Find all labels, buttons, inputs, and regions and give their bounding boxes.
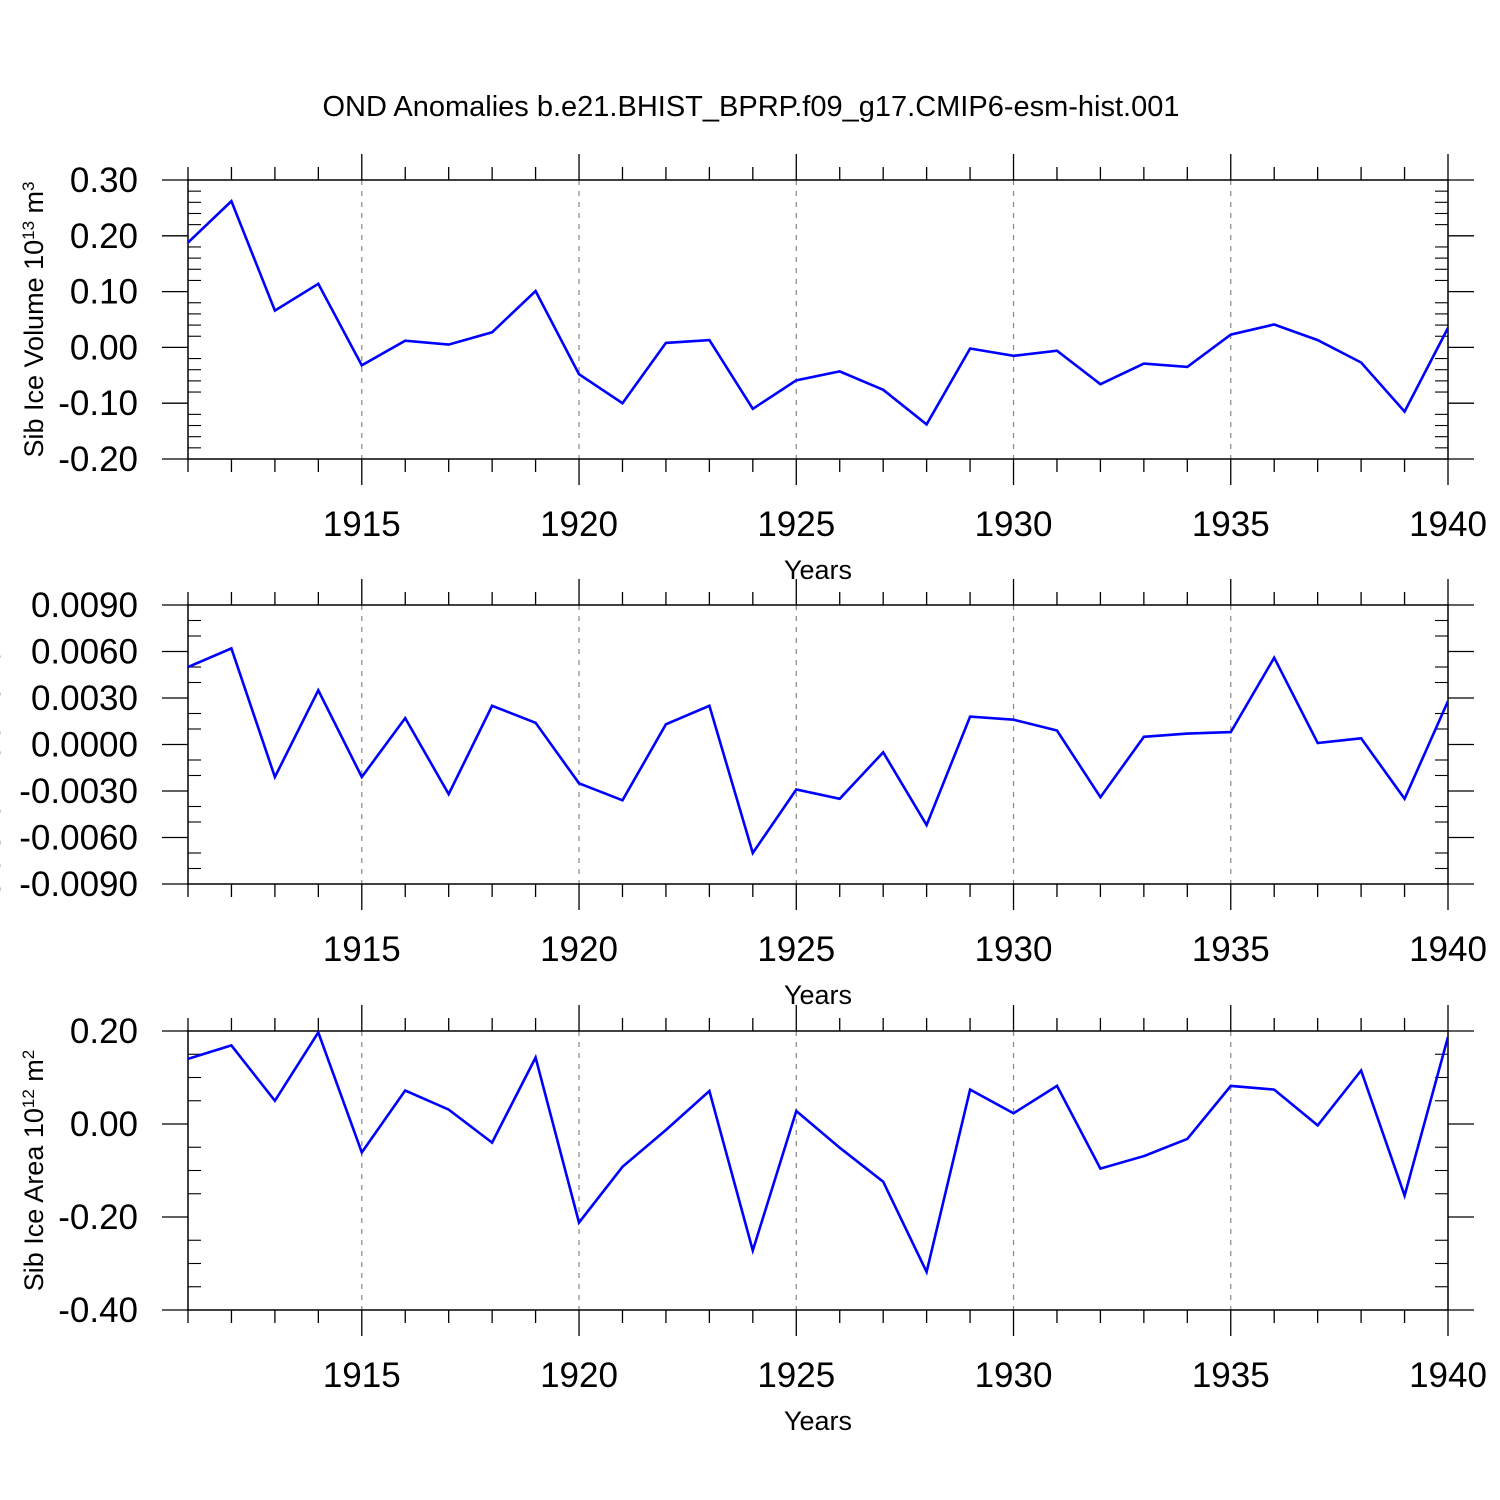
y-tick-label: 0.10 [70, 273, 138, 312]
chart-panels: -0.20 -0.10 0.00 0.10 0.20 0.30 1915 1920 1925 19… [0, 154, 1487, 1436]
x-tick-label: 1920 [540, 505, 618, 544]
y-axis-label: Sib Ice Area 1012 m2 [19, 1050, 50, 1292]
x-tick-label: 1920 [540, 930, 618, 969]
y-tick-label: 0.0090 [31, 586, 138, 625]
x-tick-label: 1915 [323, 930, 401, 969]
tick-label-bg [28, 727, 140, 763]
x-tick-label: 1940 [1409, 1356, 1487, 1395]
series-line [188, 1031, 1448, 1276]
panel-1: -0.20 -0.10 0.00 0.10 0.20 0.30 1915 1920 1925 19… [19, 154, 1487, 585]
x-tick-label: 1925 [757, 930, 835, 969]
x-tick-label: 1925 [757, 1356, 835, 1395]
x-tick-label: 1935 [1192, 1356, 1270, 1395]
y-tick-label: 0.00 [70, 1105, 138, 1144]
x-tick-label: 1915 [323, 505, 401, 544]
tick-label-bg [17, 774, 140, 809]
y-axis-label: Sib Ice Volume 1013 m3 [19, 181, 50, 457]
y-tick-label: 0.20 [70, 217, 138, 256]
x-axis-label: Years [784, 980, 852, 1010]
x-tick-label: 1930 [975, 505, 1053, 544]
panel-3: -0.40 -0.20 0.00 0.20 1915 1920 1925 1930 1935 19… [19, 1005, 1487, 1436]
x-tick-label: 1925 [757, 505, 835, 544]
tick-label-bg [28, 681, 140, 716]
plot-frame [187, 1030, 1449, 1311]
y-tick-label: -0.0090 [19, 865, 138, 904]
x-axis-label: Years [784, 555, 852, 585]
y-tick-label: 0.0030 [31, 679, 138, 718]
x-axis-label: Years [784, 1406, 852, 1436]
y-tick-label: 0.0060 [31, 633, 138, 672]
y-tick-label: -0.10 [58, 384, 138, 423]
y-tick-label: 0.30 [70, 161, 138, 200]
x-tick-label: 1940 [1409, 930, 1487, 969]
tick-label-bg [28, 634, 140, 670]
y-tick-label: 0.00 [70, 328, 138, 367]
plot-frame [187, 604, 1449, 885]
series-line [188, 198, 1448, 427]
tick-label-bg [28, 588, 140, 623]
x-tick-label: 1935 [1192, 930, 1270, 969]
y-axis-label: Sib Snow Volume 1013 m3 [0, 591, 6, 899]
tick-label-bg [17, 867, 140, 902]
x-tick-label: 1935 [1192, 505, 1270, 544]
x-tick-label: 1920 [540, 1356, 618, 1395]
plot-frame [187, 179, 1449, 460]
x-tick-label: 1930 [975, 1356, 1053, 1395]
tick-label-bg [17, 820, 140, 856]
y-tick-label: -0.20 [58, 440, 138, 479]
chart-title: OND Anomalies b.e21.BHIST_BPRP.f09_g17.C… [323, 91, 1180, 123]
y-tick-label: -0.0030 [19, 772, 138, 811]
series-line [188, 646, 1448, 856]
x-tick-label: 1915 [323, 1356, 401, 1395]
y-tick-label: 0.20 [70, 1012, 138, 1051]
y-tick-label: -0.20 [58, 1198, 138, 1237]
x-tick-label: 1940 [1409, 505, 1487, 544]
y-tick-label: 0.0000 [31, 726, 138, 765]
panel-2: Sib Snow Volume 1013 m3 -0.0090 -0.0060 -0.… [0, 579, 1487, 1010]
x-tick-label: 1930 [975, 930, 1053, 969]
y-tick-label: -0.0060 [19, 819, 138, 858]
y-tick-label: -0.40 [58, 1291, 138, 1330]
